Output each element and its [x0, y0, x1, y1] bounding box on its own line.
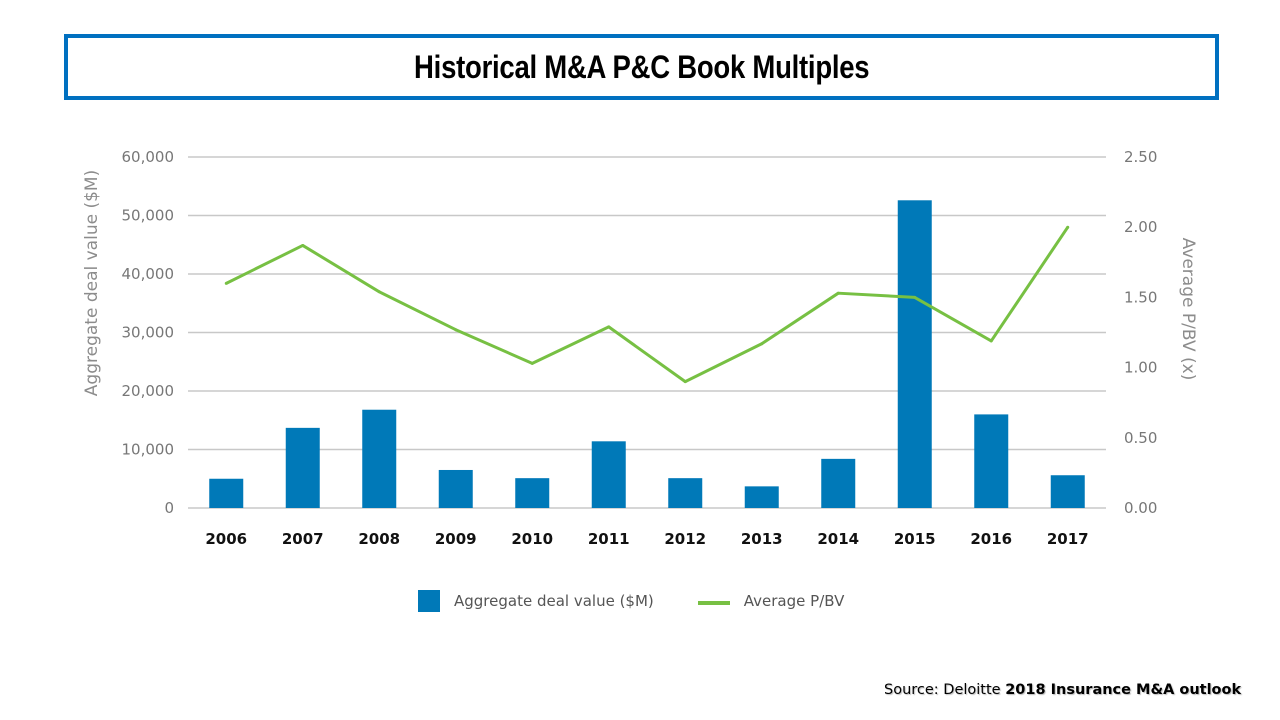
y-tick-label: 40,000 — [122, 265, 175, 283]
source-title: 2018 Insurance M&A outlook — [1005, 682, 1242, 698]
x-tick-label: 2017 — [1047, 530, 1089, 548]
bar-2009[interactable] — [438, 469, 473, 508]
legend-line-label: Average P/BV — [743, 592, 845, 610]
pbv-point-2007[interactable] — [301, 243, 305, 247]
y2-tick-label: 2.00 — [1124, 218, 1157, 236]
y2-tick-label: 0.00 — [1124, 499, 1157, 517]
x-tick-label: 2010 — [511, 530, 553, 548]
y2-tick-label: 2.50 — [1124, 148, 1157, 166]
pbv-point-2008[interactable] — [377, 290, 381, 294]
pbv-point-2013[interactable] — [760, 342, 764, 346]
pbv-point-2009[interactable] — [454, 328, 458, 332]
gridlines — [188, 156, 1106, 509]
bar-2014[interactable] — [821, 458, 856, 508]
pbv-point-2016[interactable] — [989, 339, 993, 343]
source-prefix: Source: Deloitte — [884, 682, 1001, 698]
y2-tick-label: 0.50 — [1124, 429, 1157, 447]
pbv-point-2011[interactable] — [607, 325, 611, 329]
source-citation: Source: Deloitte 2018 Insurance M&A outl… — [884, 682, 1241, 698]
bar-2010[interactable] — [515, 478, 550, 508]
bar-2006[interactable] — [209, 478, 244, 508]
y2-tick-label: 1.00 — [1124, 359, 1157, 377]
y-tick-label: 50,000 — [122, 207, 175, 225]
y-tick-label: 0 — [164, 499, 174, 517]
title-box: Historical M&A P&C Book Multiples — [64, 34, 1219, 100]
legend: Aggregate deal value ($M) Average P/BV — [418, 590, 844, 612]
x-tick-label: 2012 — [664, 530, 706, 548]
x-tick-label: 2014 — [817, 530, 859, 548]
x-tick-label: 2006 — [205, 530, 247, 548]
pbv-point-2017[interactable] — [1066, 225, 1070, 229]
y-tick-label: 60,000 — [122, 148, 175, 166]
x-tick-label: 2009 — [435, 530, 477, 548]
bar-2015[interactable] — [897, 200, 932, 509]
pbv-point-2012[interactable] — [683, 380, 687, 384]
legend-line-swatch — [697, 601, 730, 605]
bar-2007[interactable] — [285, 427, 320, 508]
y-axis-left-ticks: 0 10,000 20,000 30,000 40,000 50,000 60,000 — [122, 148, 175, 517]
y-tick-label: 20,000 — [122, 382, 175, 400]
x-axis-ticks: 2006 2007 2008 2009 2010 2011 2012 2013 2014 2015… — [205, 530, 1088, 548]
bar-2013[interactable] — [744, 486, 779, 508]
y2-tick-label: 1.50 — [1124, 288, 1157, 306]
x-tick-label: 2015 — [894, 530, 936, 548]
x-tick-label: 2013 — [741, 530, 783, 548]
y-tick-label: 10,000 — [122, 441, 175, 459]
chart-title: Historical M&A P&C Book Multiples — [413, 48, 870, 85]
bar-2012[interactable] — [668, 478, 703, 508]
bar-2016[interactable] — [974, 414, 1009, 508]
y-axis-label: Aggregate deal value ($M) — [82, 170, 102, 396]
line-series — [224, 225, 1070, 384]
y-axis-right-ticks: 0.00 0.50 1.00 1.50 2.00 2.50 — [1124, 148, 1157, 517]
legend-bar-swatch — [418, 590, 440, 612]
x-tick-label: 2008 — [358, 530, 400, 548]
bar-2017[interactable] — [1050, 475, 1085, 508]
pbv-point-2006[interactable] — [224, 281, 228, 285]
x-tick-label: 2016 — [970, 530, 1012, 548]
pbv-point-2015[interactable] — [913, 295, 917, 299]
pbv-point-2010[interactable] — [530, 361, 534, 365]
pbv-line[interactable] — [225, 226, 1069, 384]
y-tick-label: 30,000 — [122, 324, 175, 342]
y2-axis-label: Average P/BV (x) — [1178, 238, 1198, 381]
bar-2011[interactable] — [591, 441, 626, 508]
bar-series — [209, 200, 1085, 509]
legend-bar-label: Aggregate deal value ($M) — [454, 592, 654, 610]
x-tick-label: 2007 — [282, 530, 324, 548]
x-tick-label: 2011 — [588, 530, 630, 548]
bar-2008[interactable] — [362, 409, 397, 508]
pbv-point-2014[interactable] — [836, 291, 840, 295]
